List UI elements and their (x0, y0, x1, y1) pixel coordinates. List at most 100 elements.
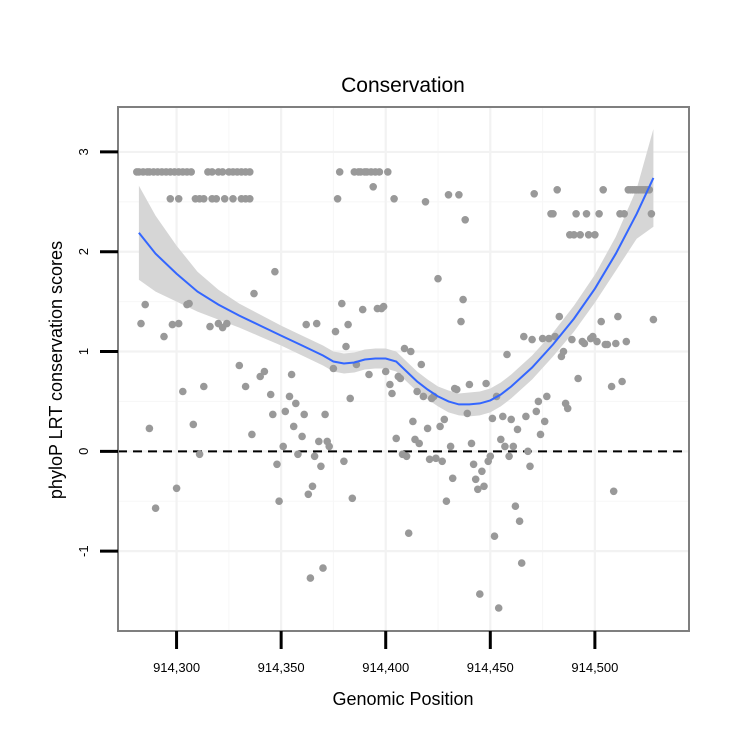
data-point (275, 497, 283, 506)
data-point (195, 450, 204, 459)
data-point (591, 231, 599, 239)
data-point (312, 319, 321, 328)
x-tick-label: 914,350 (258, 660, 305, 675)
data-point (453, 385, 461, 394)
data-point (273, 460, 281, 469)
data-point (179, 387, 187, 396)
data-point (444, 191, 453, 199)
data-point (168, 320, 177, 329)
data-point (488, 414, 497, 423)
x-tick-label: 914,500 (571, 660, 618, 675)
data-point (386, 380, 394, 389)
data-point (306, 574, 315, 582)
data-point (440, 415, 449, 424)
data-points (133, 168, 658, 612)
data-point (302, 320, 311, 329)
data-point (532, 407, 541, 416)
data-point (589, 332, 597, 341)
data-point (289, 422, 298, 431)
data-point (200, 382, 208, 391)
grid-lines (118, 107, 689, 631)
y-tick-label: -1 (76, 545, 91, 557)
data-point (526, 462, 534, 471)
data-point (543, 392, 551, 401)
data-point (647, 210, 656, 218)
data-point (317, 462, 325, 471)
data-point (344, 320, 352, 329)
data-point (400, 344, 409, 353)
data-point (538, 334, 547, 343)
data-point (522, 412, 530, 421)
data-point (563, 404, 572, 413)
data-point (185, 299, 193, 308)
data-point (407, 347, 415, 356)
data-point (593, 337, 601, 346)
data-point (369, 183, 378, 191)
y-axis-title: phyloP LRT conservation scores (46, 241, 66, 499)
data-point (474, 485, 482, 494)
data-point (603, 340, 612, 349)
data-point (465, 380, 474, 389)
data-point (530, 190, 538, 198)
data-point (618, 377, 626, 386)
data-point (423, 424, 432, 433)
data-point (545, 334, 553, 343)
smooth-line-layer (138, 177, 655, 406)
data-point (584, 231, 593, 239)
data-point (513, 425, 522, 434)
data-point (151, 504, 160, 512)
data-point (549, 210, 557, 218)
data-point (160, 332, 168, 341)
data-point (482, 379, 490, 388)
data-point (333, 195, 342, 203)
data-point (499, 412, 507, 421)
data-point (404, 529, 413, 537)
data-point (438, 457, 447, 466)
data-point (555, 312, 564, 321)
data-point (574, 374, 582, 383)
data-point (576, 231, 584, 239)
data-point (281, 407, 290, 416)
y-tick-label: 1 (76, 348, 91, 355)
data-point (417, 360, 426, 369)
y-tick-label: 2 (76, 248, 91, 255)
data-point (189, 420, 198, 429)
data-point (294, 450, 302, 459)
data-point (515, 517, 524, 525)
data-point (384, 168, 392, 176)
plot-frame (117, 106, 690, 632)
data-point (463, 409, 472, 418)
data-point (478, 467, 486, 476)
data-point (568, 335, 576, 344)
x-axis: 914,300 914,350 914,400 914,450 914,500 (153, 631, 618, 675)
data-point (235, 361, 244, 370)
x-axis-title: Genomic Position (332, 689, 473, 709)
data-point (269, 410, 277, 419)
data-point (459, 295, 467, 304)
data-point (446, 442, 455, 451)
data-point (304, 490, 313, 499)
data-point (279, 442, 288, 451)
data-point (434, 274, 442, 283)
data-point (505, 452, 513, 461)
data-point (614, 312, 622, 321)
data-point (141, 300, 149, 309)
data-point (582, 210, 591, 218)
data-point (174, 195, 183, 203)
data-point (172, 484, 181, 493)
data-point (392, 434, 401, 443)
data-point (402, 452, 411, 461)
data-point (218, 168, 227, 176)
data-point (187, 168, 195, 176)
data-point (503, 350, 511, 359)
data-point (246, 168, 254, 176)
data-point (559, 347, 568, 356)
data-point (287, 370, 296, 379)
data-point (540, 417, 549, 426)
data-point (494, 604, 503, 612)
data-point (220, 195, 229, 203)
data-point (597, 317, 605, 326)
data-point (174, 319, 183, 328)
data-point (331, 327, 340, 336)
data-point (335, 168, 344, 176)
